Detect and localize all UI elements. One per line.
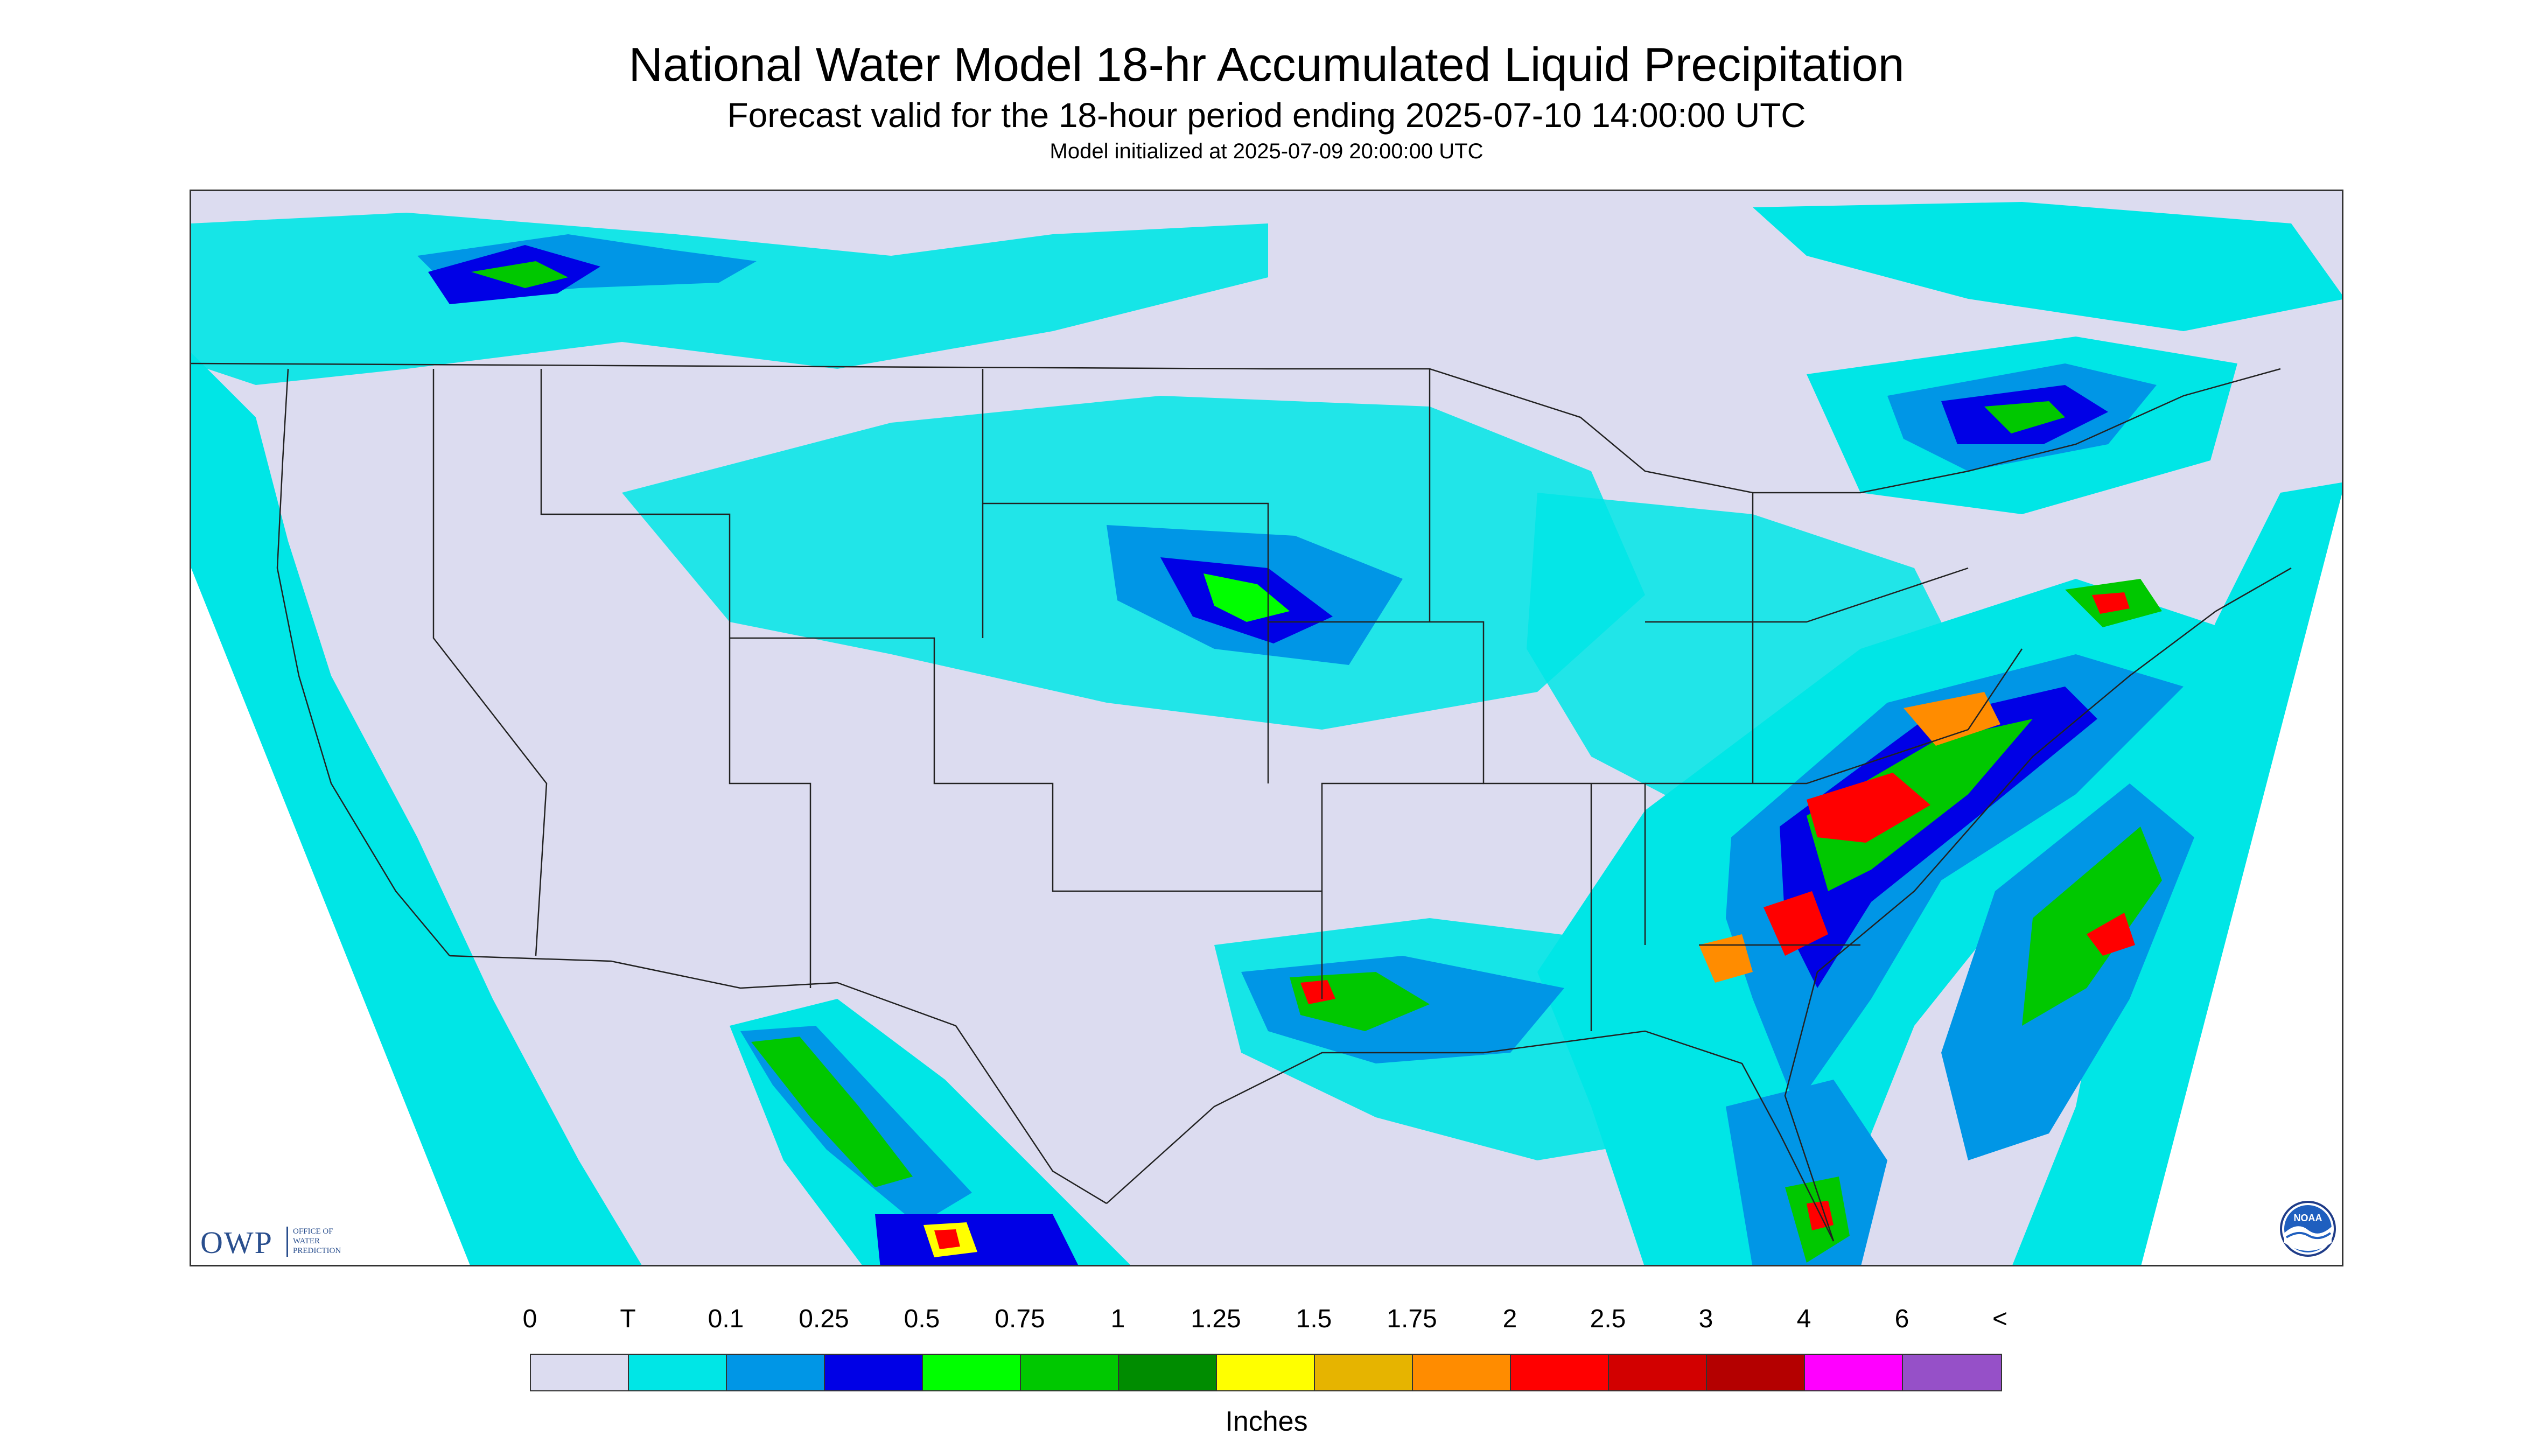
legend-swatch <box>1707 1355 1805 1390</box>
offshore-red-cell <box>2087 913 2135 956</box>
legend-label: 0.75 <box>995 1305 1045 1333</box>
florida-band <box>1726 1080 1887 1265</box>
east-coast-heavy-band <box>1780 687 2097 988</box>
carolina-red-cell <box>1764 891 1828 956</box>
legend-swatch <box>1217 1355 1315 1390</box>
outside-domain-right <box>2141 494 2342 1265</box>
legend-swatch <box>1609 1355 1707 1390</box>
owp-letters: OWP <box>200 1225 273 1260</box>
mexico-red-cell <box>934 1229 960 1249</box>
us-mexico-border <box>449 955 1107 1205</box>
offshore-green-cells <box>2022 827 2162 1026</box>
legend-label: 1.25 <box>1191 1305 1241 1333</box>
legend-label: 0.5 <box>904 1305 940 1333</box>
legend-colorbar <box>530 1354 2002 1391</box>
state-line-4 <box>982 369 1269 783</box>
noaa-logo-icon: NOAA <box>2279 1200 2337 1258</box>
legend-label: 1.5 <box>1296 1305 1332 1333</box>
legend-label: 1.75 <box>1387 1305 1437 1333</box>
state-line-10 <box>1645 567 1969 623</box>
legend-label: 6 <box>1894 1305 1909 1333</box>
ontario-green-cell <box>1984 401 2065 433</box>
legend-label: 3 <box>1698 1305 1713 1333</box>
legend-swatch <box>923 1355 1021 1390</box>
new-england-red-cell <box>2092 592 2130 614</box>
mexico-green-band <box>751 1037 913 1187</box>
legend-label: T <box>620 1305 636 1333</box>
owp-text-line: OFFICE OF <box>293 1227 333 1236</box>
owp-logo: OWP OFFICE OF WATER PREDICTION <box>200 1221 373 1260</box>
legend-swatch <box>1413 1355 1511 1390</box>
legend-label: < <box>1992 1305 2008 1333</box>
legend-units: Inches <box>1225 1406 1308 1437</box>
map-title: National Water Model 18-hr Accumulated L… <box>628 38 1905 91</box>
canada-green-patch <box>471 261 568 288</box>
legend-label: 0.25 <box>799 1305 849 1333</box>
us-west-coast <box>276 368 450 956</box>
owp-text-line: WATER <box>293 1237 320 1245</box>
legend-labels: 0 T 0.1 0.25 0.5 0.75 1 1.25 1.5 1.75 2 2.5 3 4 6 < <box>0 1303 2533 1341</box>
legend-label: 0.1 <box>708 1305 744 1333</box>
gulf-red-cell <box>1300 980 1335 1004</box>
legend-label: 2.5 <box>1590 1305 1626 1333</box>
legend-swatch <box>1805 1355 1903 1390</box>
legend-swatch <box>727 1355 825 1390</box>
virginia-orange-cell <box>1904 692 2000 746</box>
owp-text-line: PREDICTION <box>293 1247 341 1255</box>
owp-office-text: OFFICE OF WATER PREDICTION <box>293 1227 341 1256</box>
canada-east-band <box>1753 202 2342 331</box>
legend-swatch <box>825 1355 923 1390</box>
noaa-text: NOAA <box>2294 1213 2322 1223</box>
state-line-3 <box>730 637 1322 892</box>
legend-label: 4 <box>1796 1305 1811 1333</box>
precipitation-map <box>190 190 2343 1266</box>
state-line-1 <box>432 369 548 956</box>
legend-swatch <box>1021 1355 1119 1390</box>
political-borders <box>191 362 2292 1242</box>
legend-swatch <box>1119 1355 1217 1390</box>
legend-swatch <box>629 1355 727 1390</box>
atlantic-coastline <box>1784 567 2292 1242</box>
state-line-2 <box>540 369 811 988</box>
legend-swatch <box>1511 1355 1609 1390</box>
gulf-coastline <box>1106 1030 1835 1242</box>
georgia-orange-cell <box>1699 934 1753 983</box>
legend-label: 0 <box>522 1305 537 1333</box>
owp-divider <box>286 1227 288 1257</box>
legend-swatch <box>1315 1355 1413 1390</box>
state-line-8 <box>1321 782 1484 999</box>
virginia-red-cell <box>1807 773 1930 843</box>
mexico-heavy-patch <box>875 1214 1078 1265</box>
legend-swatch <box>531 1355 629 1390</box>
legend-label: 1 <box>1110 1305 1125 1333</box>
legend-swatch <box>1903 1355 2001 1390</box>
pacific-precip-band <box>191 353 642 1265</box>
precipitation-map-svg <box>191 191 2342 1265</box>
state-line-9 <box>1645 648 2023 785</box>
model-init-time: Model initialized at 2025-07-09 20:00:00… <box>1049 139 1484 163</box>
legend-label: 2 <box>1502 1305 1517 1333</box>
east-coast-medium-band <box>1726 654 2184 1107</box>
map-subtitle: Forecast valid for the 18-hour period en… <box>727 96 1806 135</box>
